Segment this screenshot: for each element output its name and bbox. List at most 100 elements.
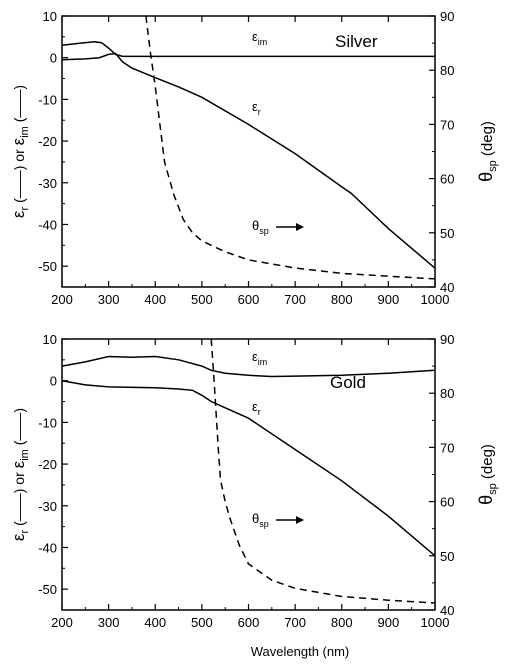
x-tick-label: 900 xyxy=(378,292,400,307)
x-tick-label: 900 xyxy=(378,615,400,630)
x-tick-label: 800 xyxy=(331,615,353,630)
y-left-tick-label: 0 xyxy=(50,374,57,389)
series-label-theta-sp-subscript: sp xyxy=(259,226,269,236)
x-tick-label: 800 xyxy=(331,292,353,307)
series-label-theta-sp: θsp xyxy=(252,218,269,236)
y-left-label-part-eps2: ε xyxy=(9,460,28,468)
series-line-eps-im xyxy=(61,41,435,58)
arrow-head-icon xyxy=(296,516,304,524)
y-left-label-part-r: r xyxy=(19,529,31,533)
y-left-tick-label: -30 xyxy=(38,176,57,191)
y-left-label-part-end: (——) xyxy=(11,408,27,449)
y-right-tick-label: 50 xyxy=(440,226,454,241)
y-right-tick-label: 80 xyxy=(440,386,454,401)
x-tick-label: 700 xyxy=(284,292,306,307)
panel-gold: 200 300 400 500 600 700 800 900 1000 10 0 -10 -20 -30… xyxy=(9,332,499,630)
series-label-eps-im-base: ε xyxy=(252,29,258,44)
panel-label: Gold xyxy=(330,373,366,392)
y-right-label-part-theta: θ xyxy=(476,495,496,505)
x-tick-label: 500 xyxy=(191,615,213,630)
y-right-tick-label: 90 xyxy=(440,9,454,24)
series-label-theta-sp: θsp xyxy=(252,511,269,529)
panels: 200 300 400 500 600 700 800 900 1000100-10-20-30… xyxy=(9,9,499,630)
y-right-tick-label: 70 xyxy=(440,440,454,455)
x-tick-label: 1000 xyxy=(421,292,450,307)
y-left-label-part-r: r xyxy=(19,206,31,210)
y-right-tick-label: 70 xyxy=(440,117,454,132)
y-left-label-part-im: im xyxy=(19,126,31,138)
series-label-theta-sp-subscript: sp xyxy=(259,519,269,529)
y-left-tick-label: 10 xyxy=(43,332,57,347)
y-right-label-part-unit: (deg) xyxy=(479,444,496,483)
x-tick-label: 600 xyxy=(238,292,260,307)
panel-label: Silver xyxy=(335,32,378,51)
x-tick-label: 300 xyxy=(98,615,120,630)
y-left-axis-label: εr (——) or εim (——) xyxy=(9,408,31,541)
y-left-label-part-im: im xyxy=(19,449,31,461)
y-right-tick-label: 80 xyxy=(440,63,454,78)
y-left-label-part-end: (——) xyxy=(11,85,27,126)
x-tick-label: 1000 xyxy=(421,615,450,630)
x-tick-label: 400 xyxy=(144,615,166,630)
y-right-label-part-theta: θ xyxy=(476,172,496,182)
y-left-tick-label: -50 xyxy=(38,259,57,274)
series-label-eps-im: εim xyxy=(252,29,267,47)
series-label-eps-im-subscript: im xyxy=(258,357,268,367)
series-label-eps-r-subscript: r xyxy=(258,107,261,117)
y-left-tick-label: -10 xyxy=(38,415,57,430)
y-right-tick-label: 40 xyxy=(440,603,454,618)
y-left-tick-label: -40 xyxy=(38,540,57,555)
arrow-head-icon xyxy=(296,223,304,231)
series-label-eps-r: εr xyxy=(252,99,261,117)
series-line-eps-r xyxy=(61,379,436,557)
series-line-theta-sp xyxy=(145,15,436,280)
series-line-theta-sp xyxy=(210,338,436,604)
series-label-eps-im: εim xyxy=(252,349,267,367)
y-left-label-part-eps: ε xyxy=(9,533,28,541)
series-label-eps-r-subscript: r xyxy=(258,407,261,417)
y-right-tick-label: 50 xyxy=(440,549,454,564)
x-tick-label: 600 xyxy=(238,615,260,630)
series-label-eps-r: εr xyxy=(252,399,261,417)
y-left-tick-label: 10 xyxy=(43,9,57,24)
x-tick-label: 200 xyxy=(51,292,73,307)
y-right-label-part-unit: (deg) xyxy=(479,121,496,160)
series-label-eps-im-subscript: im xyxy=(258,37,268,47)
y-left-tick-label: -20 xyxy=(38,134,57,149)
y-right-label-part-sub: sp xyxy=(487,483,499,495)
y-right-label-part-sub: sp xyxy=(487,160,499,172)
y-left-tick-label: -40 xyxy=(38,217,57,232)
y-left-axis-label: εr (——) or εim (——) xyxy=(9,85,31,218)
series-label-eps-r-base: ε xyxy=(252,399,258,414)
y-left-label-part-mid1: (——) or xyxy=(11,145,27,206)
series-label-theta-sp-base: θ xyxy=(252,218,259,233)
series-line-eps-im xyxy=(61,355,436,378)
plot-frame xyxy=(61,338,436,611)
y-right-axis-label: θsp (deg) xyxy=(476,121,499,182)
y-left-label-part-mid1: (——) or xyxy=(11,468,27,529)
y-right-tick-label: 90 xyxy=(440,332,454,347)
series-label-eps-im-base: ε xyxy=(252,349,258,364)
x-tick-label: 400 xyxy=(144,292,166,307)
panel-silver: 200 300 400 500 600 700 800 900 1000 10 0 -10 -20 -30… xyxy=(9,9,499,307)
y-left-tick-label: -10 xyxy=(38,92,57,107)
y-right-tick-label: 60 xyxy=(440,495,454,510)
series-line-eps-r xyxy=(61,52,436,269)
y-right-tick-label: 60 xyxy=(440,172,454,187)
y-right-tick-label: 40 xyxy=(440,280,454,295)
y-left-tick-label: 0 xyxy=(50,51,57,66)
x-tick-label: 700 xyxy=(284,615,306,630)
y-left-tick-label: -50 xyxy=(38,582,57,597)
y-left-tick-label: -20 xyxy=(38,457,57,472)
y-left-label-part-eps2: ε xyxy=(9,137,28,145)
x-tick-label: 200 xyxy=(51,615,73,630)
y-left-label-part-eps: ε xyxy=(9,210,28,218)
y-right-axis-label: θsp (deg) xyxy=(476,444,499,505)
series-label-theta-sp-base: θ xyxy=(252,511,259,526)
x-tick-label: 300 xyxy=(98,292,120,307)
x-axis-label: Wavelength (nm) xyxy=(251,644,350,659)
x-tick-label: 500 xyxy=(191,292,213,307)
series-label-eps-r-base: ε xyxy=(252,99,258,114)
y-left-tick-label: -30 xyxy=(38,499,57,514)
